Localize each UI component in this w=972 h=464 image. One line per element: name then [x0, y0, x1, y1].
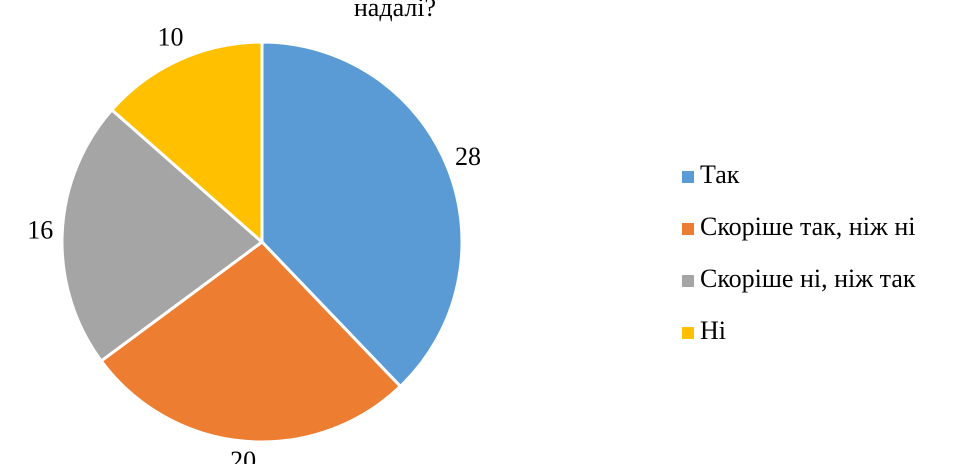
pie-slice: [260, 40, 464, 389]
data-label: 28: [455, 142, 481, 171]
legend-label: Ні: [700, 316, 726, 345]
legend-label: Скоріше ні, ніж так: [700, 264, 916, 293]
chart-title: надалі?: [354, 0, 436, 22]
legend-label: Скоріше так, ніж ні: [700, 212, 916, 241]
legend-label: Так: [700, 160, 740, 189]
data-label: 10: [158, 23, 184, 52]
data-label: 16: [27, 216, 53, 245]
pie-slice: [109, 40, 264, 246]
pie-slice: [99, 240, 403, 444]
data-label: 20: [230, 446, 256, 464]
legend-swatch: [682, 171, 694, 183]
legend-swatch: [682, 327, 694, 339]
legend-swatch: [682, 275, 694, 287]
legend-swatch: [682, 223, 694, 235]
pie-slice: [60, 107, 265, 364]
